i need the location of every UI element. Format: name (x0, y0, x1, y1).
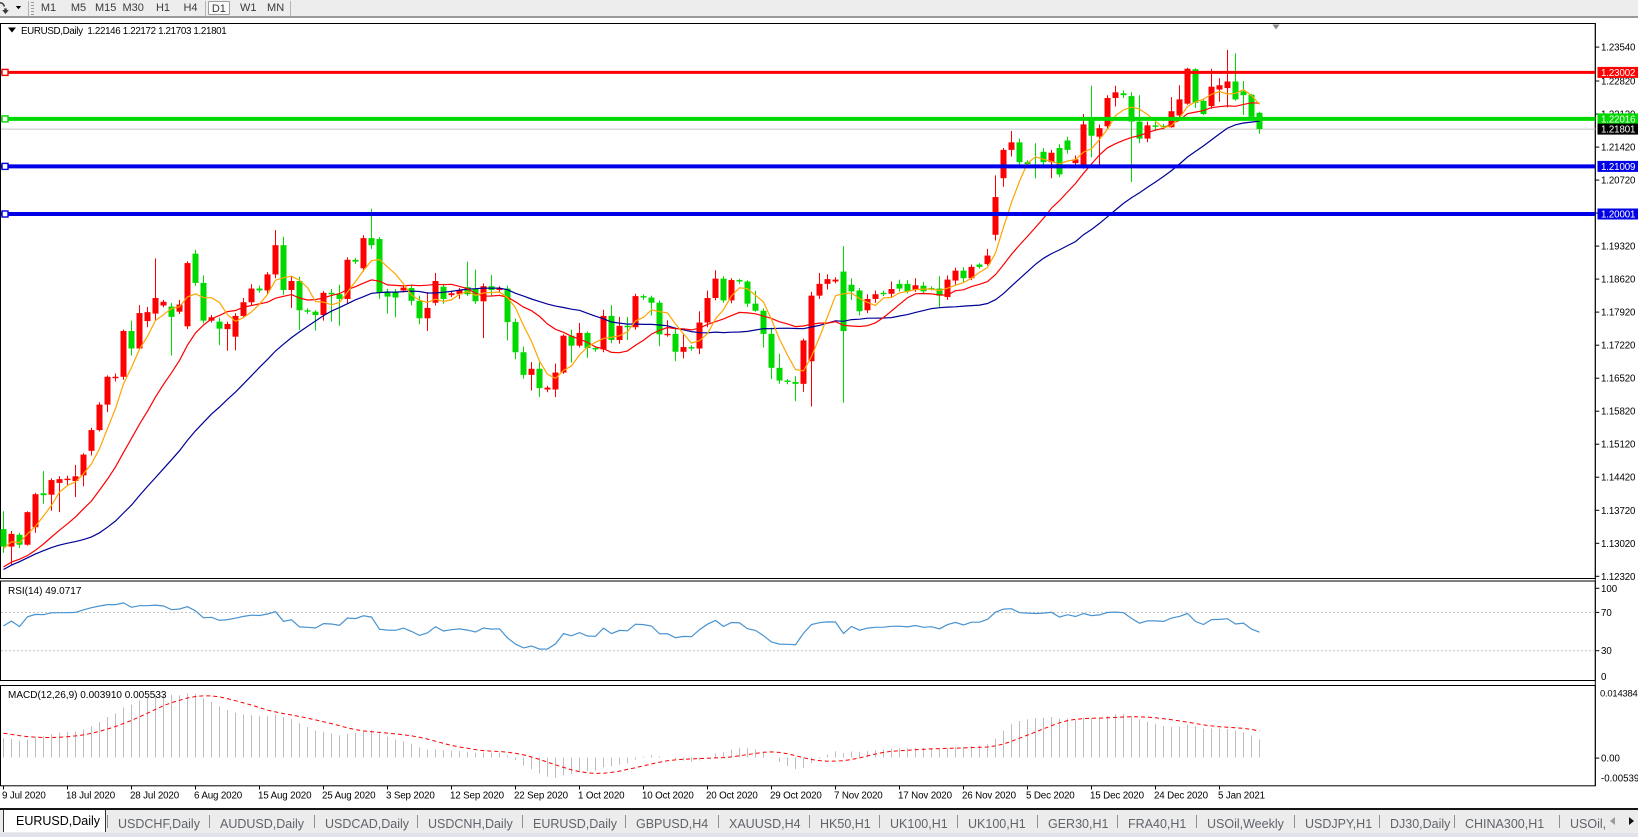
svg-text:20 Oct 2020: 20 Oct 2020 (706, 791, 758, 802)
svg-text:1.21801: 1.21801 (1601, 125, 1635, 136)
svg-text:1.21009: 1.21009 (1601, 162, 1635, 173)
svg-text:1.22016: 1.22016 (1601, 114, 1635, 125)
svg-text:12 Sep 2020: 12 Sep 2020 (450, 791, 505, 802)
svg-text:1.13720: 1.13720 (1601, 506, 1636, 517)
svg-text:1.18620: 1.18620 (1601, 275, 1636, 286)
svg-text:100: 100 (1601, 584, 1618, 595)
svg-text:10 Oct 2020: 10 Oct 2020 (642, 791, 694, 802)
svg-text:1.19320: 1.19320 (1601, 242, 1636, 253)
svg-text:1.17220: 1.17220 (1601, 341, 1636, 352)
svg-text:25 Aug 2020: 25 Aug 2020 (322, 791, 376, 802)
svg-text:9 Jul 2020: 9 Jul 2020 (2, 791, 46, 802)
svg-text:30: 30 (1601, 646, 1612, 657)
svg-text:17 Nov 2020: 17 Nov 2020 (898, 791, 953, 802)
svg-text:1.23002: 1.23002 (1601, 68, 1635, 79)
svg-text:5 Dec 2020: 5 Dec 2020 (1026, 791, 1075, 802)
svg-text:MACD(12,26,9) 0.003910 0.00553: MACD(12,26,9) 0.003910 0.005533 (8, 690, 167, 701)
svg-text:1.12320: 1.12320 (1601, 572, 1636, 583)
svg-text:24 Dec 2020: 24 Dec 2020 (1154, 791, 1209, 802)
svg-text:26 Nov 2020: 26 Nov 2020 (962, 791, 1017, 802)
svg-text:15 Dec 2020: 15 Dec 2020 (1090, 791, 1145, 802)
svg-text:1.22820: 1.22820 (1601, 77, 1636, 88)
svg-text:0.014384: 0.014384 (1600, 688, 1638, 699)
svg-text:22 Sep 2020: 22 Sep 2020 (514, 791, 569, 802)
svg-text:RSI(14) 49.0717: RSI(14) 49.0717 (8, 586, 82, 597)
svg-text:29 Oct 2020: 29 Oct 2020 (770, 791, 822, 802)
svg-text:-0.005396: -0.005396 (1601, 774, 1638, 785)
svg-text:0: 0 (1601, 672, 1607, 683)
svg-text:18 Jul 2020: 18 Jul 2020 (66, 791, 116, 802)
svg-text:28 Jul 2020: 28 Jul 2020 (130, 791, 180, 802)
svg-text:15 Aug 2020: 15 Aug 2020 (258, 791, 312, 802)
svg-text:1.15820: 1.15820 (1601, 407, 1636, 418)
svg-text:0.00: 0.00 (1601, 754, 1620, 765)
svg-text:5 Jan 2021: 5 Jan 2021 (1218, 791, 1265, 802)
svg-text:3 Sep 2020: 3 Sep 2020 (386, 791, 435, 802)
svg-text:1.23540: 1.23540 (1601, 43, 1636, 54)
svg-text:1.20720: 1.20720 (1601, 176, 1636, 187)
svg-text:1.15120: 1.15120 (1601, 440, 1636, 451)
svg-text:1 Oct 2020: 1 Oct 2020 (578, 791, 625, 802)
svg-text:1.13020: 1.13020 (1601, 539, 1636, 550)
svg-text:1.14420: 1.14420 (1601, 473, 1636, 484)
svg-text:1.21420: 1.21420 (1601, 143, 1636, 154)
svg-text:70: 70 (1601, 608, 1612, 619)
svg-text:7 Nov 2020: 7 Nov 2020 (834, 791, 883, 802)
svg-text:EURUSD,Daily 1.22146 1.22172: EURUSD,Daily 1.22146 1.22172 1.21703 1.2… (21, 26, 226, 37)
svg-text:1.16520: 1.16520 (1601, 374, 1636, 385)
svg-text:1.20001: 1.20001 (1601, 210, 1635, 221)
svg-text:6 Aug 2020: 6 Aug 2020 (194, 791, 243, 802)
svg-text:1.17920: 1.17920 (1601, 308, 1636, 319)
